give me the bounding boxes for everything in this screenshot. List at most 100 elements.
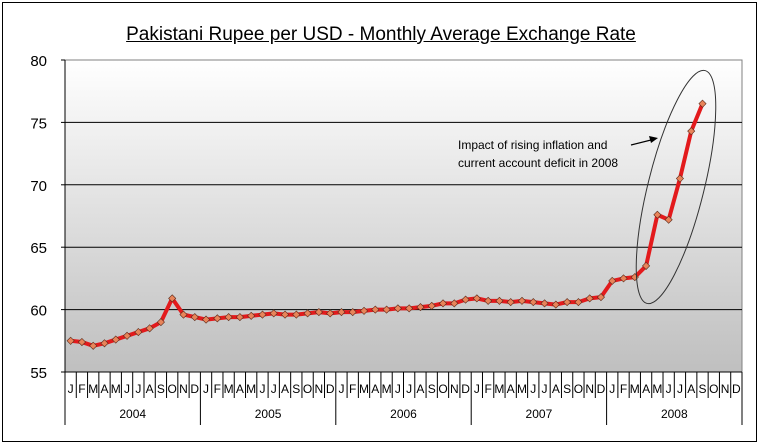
- data-point: [585, 294, 594, 303]
- y-tick-label: 75: [30, 115, 47, 132]
- month-label: A: [100, 382, 108, 396]
- data-point: [405, 304, 414, 313]
- month-label: A: [416, 382, 424, 396]
- data-point: [438, 299, 448, 308]
- month-label: A: [687, 382, 695, 396]
- data-point: [179, 310, 188, 319]
- month-label: D: [190, 382, 199, 396]
- month-label: J: [677, 382, 683, 396]
- month-label: J: [530, 382, 536, 396]
- data-point: [687, 127, 696, 136]
- month-label: F: [349, 382, 356, 396]
- data-point: [314, 308, 323, 317]
- data-point: [123, 331, 132, 340]
- data-point: [472, 294, 481, 303]
- data-point: [675, 174, 684, 183]
- data-point: [258, 310, 267, 319]
- arrow-head-icon: [649, 136, 658, 143]
- month-label: S: [157, 382, 165, 396]
- month-label: S: [428, 382, 436, 396]
- month-label: O: [574, 382, 583, 396]
- data-point: [145, 324, 154, 333]
- month-label: M: [494, 382, 504, 396]
- month-label: J: [542, 382, 548, 396]
- y-tick-label: 70: [30, 178, 47, 195]
- data-point: [292, 310, 301, 319]
- year-label: 2006: [390, 407, 417, 421]
- data-point: [484, 296, 493, 305]
- month-label: N: [721, 382, 730, 396]
- data-point: [630, 273, 639, 282]
- year-label: 2008: [661, 407, 688, 421]
- y-tick-label: 80: [30, 53, 47, 70]
- data-point: [77, 338, 86, 347]
- data-point: [427, 301, 436, 310]
- data-point: [653, 210, 662, 219]
- data-point: [450, 299, 459, 308]
- data-point: [574, 298, 583, 307]
- month-label: O: [709, 382, 718, 396]
- month-label: M: [382, 382, 392, 396]
- highlight-ellipse: [635, 69, 717, 305]
- data-point: [698, 99, 707, 108]
- month-label: A: [281, 382, 289, 396]
- month-label: M: [630, 382, 640, 396]
- data-point: [281, 310, 290, 319]
- month-label: J: [338, 382, 344, 396]
- month-label: M: [224, 382, 234, 396]
- data-point: [461, 295, 470, 304]
- data-point: [393, 304, 402, 313]
- year-label: 2007: [526, 407, 553, 421]
- y-tick-label: 65: [30, 240, 47, 257]
- data-point: [382, 305, 391, 314]
- data-point: [66, 336, 75, 345]
- month-label: J: [666, 382, 672, 396]
- month-label: D: [461, 382, 470, 396]
- month-label: J: [124, 382, 130, 396]
- data-point: [337, 308, 346, 317]
- month-label: O: [438, 382, 447, 396]
- data-point: [506, 298, 515, 307]
- data-point: [168, 294, 177, 303]
- month-label: A: [371, 382, 379, 396]
- data-point: [100, 339, 109, 348]
- month-label: F: [484, 382, 491, 396]
- data-point: [563, 298, 572, 307]
- month-label: M: [88, 382, 98, 396]
- month-label: N: [585, 382, 594, 396]
- year-label: 2005: [255, 407, 282, 421]
- data-point: [619, 274, 628, 283]
- data-point: [202, 315, 211, 324]
- month-label: N: [315, 382, 324, 396]
- plot-area: [64, 59, 743, 373]
- month-label: F: [214, 382, 221, 396]
- month-label: A: [507, 382, 515, 396]
- month-label: D: [597, 382, 606, 396]
- month-label: N: [179, 382, 188, 396]
- month-label: M: [111, 382, 121, 396]
- data-point: [359, 306, 369, 315]
- data-point: [303, 309, 312, 318]
- month-label: F: [620, 382, 627, 396]
- data-point: [235, 313, 244, 322]
- data-point: [190, 313, 199, 322]
- month-label: A: [146, 382, 154, 396]
- data-point: [371, 305, 380, 314]
- data-point: [664, 215, 673, 224]
- month-label: A: [552, 382, 560, 396]
- annotation-line-2: current account deficit in 2008: [458, 156, 618, 170]
- data-point: [156, 318, 165, 327]
- month-label: J: [68, 382, 74, 396]
- data-point: [596, 293, 605, 302]
- month-label: J: [474, 382, 480, 396]
- data-point: [529, 298, 538, 307]
- data-point: [269, 309, 278, 318]
- annotation-line-1: Impact of rising inflation and: [458, 138, 607, 152]
- month-label: S: [292, 382, 300, 396]
- data-point: [348, 308, 357, 317]
- data-point: [540, 299, 549, 308]
- month-label: D: [326, 382, 335, 396]
- month-label: O: [303, 382, 312, 396]
- month-label: A: [642, 382, 650, 396]
